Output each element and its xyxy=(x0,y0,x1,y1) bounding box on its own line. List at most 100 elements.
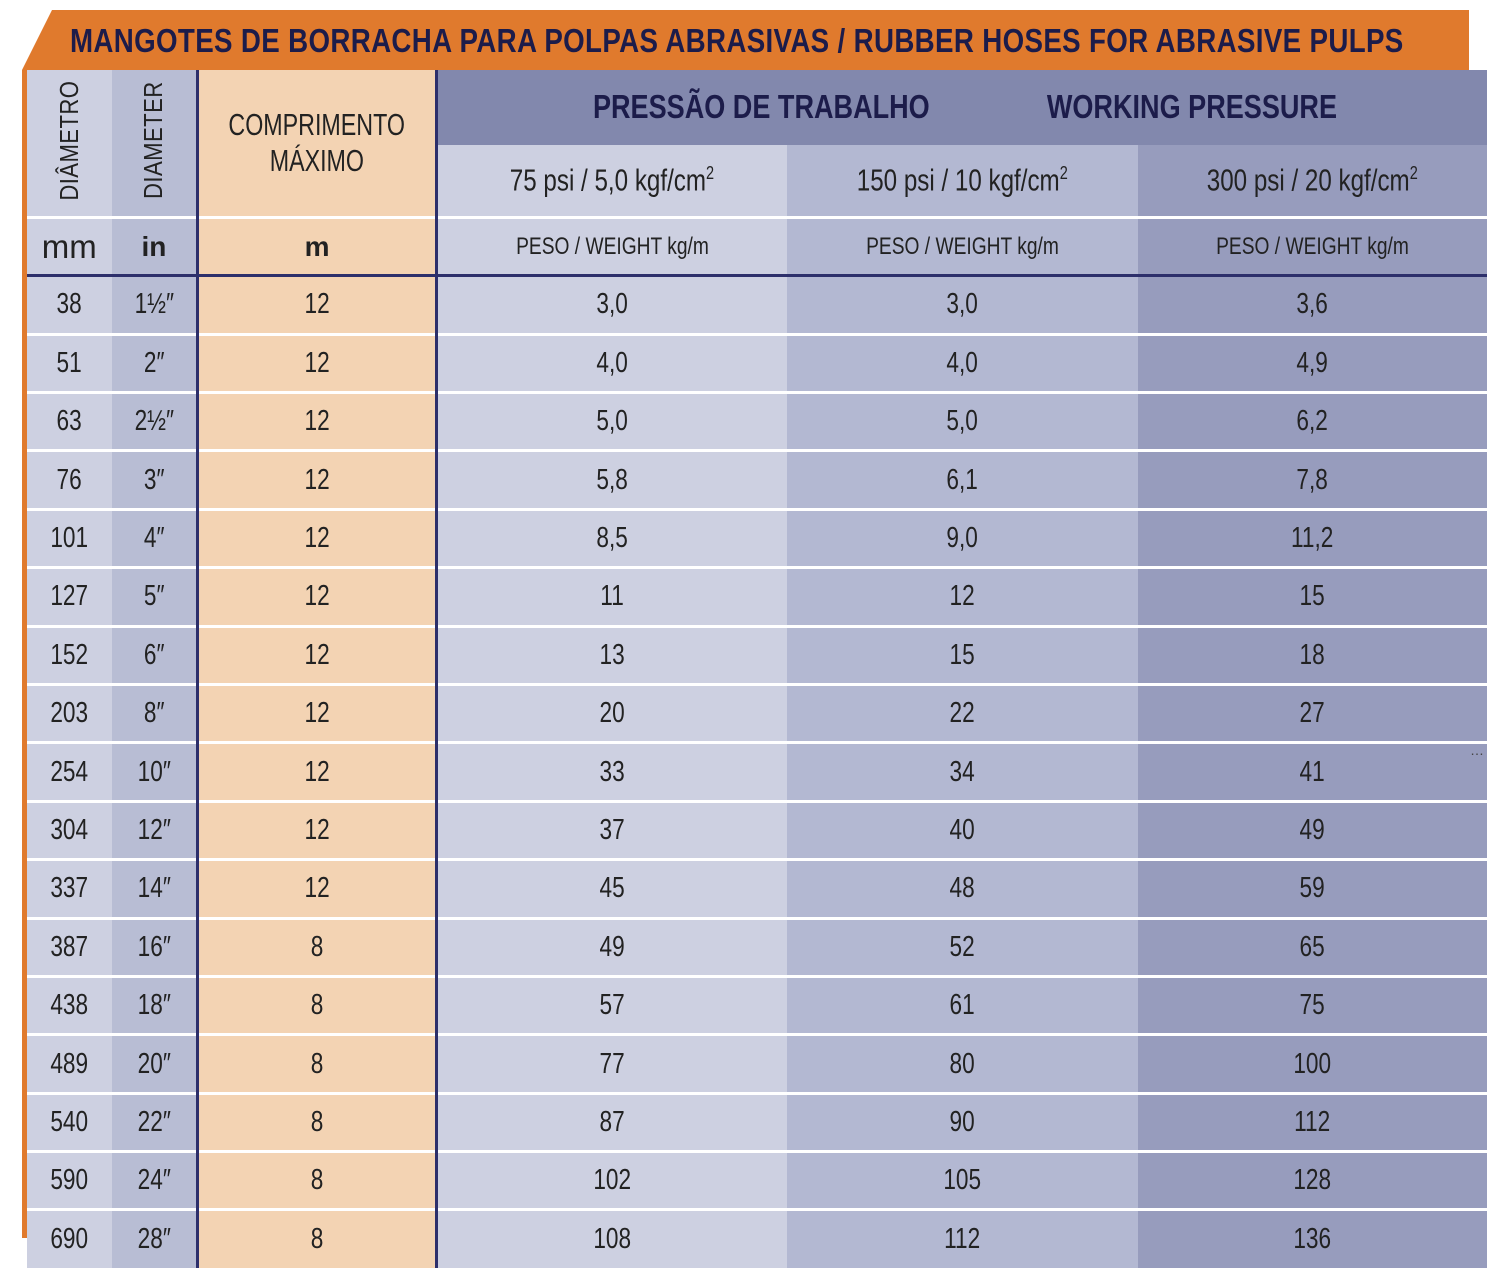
cell-weight-150: 5,0 xyxy=(786,391,1138,451)
cell-weight-300-value: 27 xyxy=(1299,697,1326,730)
weight-label-150: PESO / WEIGHT kg/m xyxy=(866,232,1059,260)
cell-weight-75: 37 xyxy=(436,799,787,860)
cell-length: 12 xyxy=(197,507,438,568)
pressure-class-75-cell: 75 psi / 5,0 kgf/cm2 xyxy=(436,144,787,218)
cell-in: 10″ xyxy=(111,741,200,802)
pressure-class-150: 150 psi / 10 kgf/cm2 xyxy=(856,162,1068,198)
cell-mm: 152 xyxy=(27,624,112,685)
cell-weight-300: 75 xyxy=(1137,974,1487,1035)
cell-mm: 63 xyxy=(27,391,112,451)
cell-in: 5″ xyxy=(111,566,200,627)
cell-weight-150: 105 xyxy=(786,1150,1138,1210)
cell-weight-300-value: 18 xyxy=(1299,638,1326,671)
cell-weight-300: 18 xyxy=(1137,624,1487,685)
table-row: 590 24″ 8 102 105 128 xyxy=(27,1150,1487,1210)
cell-weight-300: 27 xyxy=(1137,682,1487,743)
cell-mm-value: 540 xyxy=(50,1105,89,1138)
cell-weight-150-value: 15 xyxy=(949,638,975,671)
cell-weight-75: 57 xyxy=(436,974,787,1035)
pressao-header: PRESSÃO DE TRABALHO xyxy=(592,88,930,126)
cell-in-value: 24″ xyxy=(137,1164,171,1197)
cell-mm: 489 xyxy=(27,1033,112,1094)
cell-length: 12 xyxy=(197,449,438,510)
cell-weight-300: 59 xyxy=(1137,858,1487,919)
cell-weight-300-value: 59 xyxy=(1299,872,1326,905)
cell-in-value: 2″ xyxy=(143,346,165,379)
cell-weight-150: 52 xyxy=(786,916,1138,977)
cell-mm-value: 387 xyxy=(50,930,89,963)
cell-in-value: 20″ xyxy=(137,1047,171,1080)
cell-weight-75-value: 102 xyxy=(593,1164,632,1197)
cell-weight-300-value: 100 xyxy=(1293,1047,1332,1080)
cell-weight-150: 90 xyxy=(786,1091,1138,1152)
cell-weight-300-value: 4,9 xyxy=(1296,346,1329,379)
cell-length: 12 xyxy=(197,682,438,743)
cell-weight-75: 33 xyxy=(436,741,787,802)
cell-in-value: 12″ xyxy=(137,813,171,846)
pressure-class-300: 300 psi / 20 kgf/cm2 xyxy=(1206,162,1418,198)
cell-weight-300-value: 136 xyxy=(1293,1223,1332,1256)
cell-weight-150-value: 52 xyxy=(949,930,975,963)
cell-length-value: 12 xyxy=(304,521,330,554)
cell-weight-75-value: 33 xyxy=(599,755,625,788)
table-row: 101 4″ 12 8,5 9,0 11,2 xyxy=(27,507,1487,568)
cell-in: 2½″ xyxy=(111,391,200,451)
cell-mm-value: 101 xyxy=(50,521,89,554)
cell-weight-150: 15 xyxy=(786,624,1138,685)
cell-weight-150: 4,0 xyxy=(786,332,1138,393)
table-row: 387 16″ 8 49 52 65 xyxy=(27,916,1487,977)
cell-weight-150-value: 3,0 xyxy=(946,288,979,321)
cell-weight-75: 49 xyxy=(436,916,787,977)
cell-weight-150-value: 48 xyxy=(949,872,975,905)
table-row: 152 6″ 12 13 15 18 xyxy=(27,624,1487,685)
cell-mm-value: 38 xyxy=(56,288,82,321)
table-row: 438 18″ 8 57 61 75 xyxy=(27,974,1487,1035)
comprimento-header-line2: MÁXIMO xyxy=(269,143,365,179)
weight-label-75: PESO / WEIGHT kg/m xyxy=(515,232,709,260)
cell-weight-75-value: 3,0 xyxy=(596,288,629,321)
table-row: 489 20″ 8 77 80 100 xyxy=(27,1033,1487,1094)
diameter-header-cell: DIAMETER xyxy=(111,70,200,218)
cell-mm-value: 438 xyxy=(50,989,89,1022)
cell-length: 12 xyxy=(197,799,438,860)
cell-in: 4″ xyxy=(111,507,200,568)
cell-weight-150-value: 105 xyxy=(943,1164,982,1197)
cell-in: 2″ xyxy=(111,332,200,393)
cell-weight-150-value: 5,0 xyxy=(946,405,979,438)
cell-weight-150: 22 xyxy=(786,682,1138,743)
cell-length: 12 xyxy=(197,566,438,627)
cell-weight-300-value: 128 xyxy=(1293,1164,1332,1197)
unit-in-cell: in xyxy=(111,216,200,276)
cell-mm: 438 xyxy=(27,974,112,1035)
units-row: mm in m PESO / WEIGHT kg/m PESO / WEIGHT… xyxy=(27,216,1487,276)
cell-weight-300: 112 xyxy=(1137,1091,1487,1152)
diametro-header: DIÂMETRO xyxy=(53,80,84,201)
data-rows: 38 1½″ 12 3,0 3,0 3,6 51 2″ 12 4,0 4,0 4,9 63 2½″ 12 5,… xyxy=(27,274,1487,1268)
cell-mm-value: 254 xyxy=(50,755,89,788)
cell-weight-75: 11 xyxy=(436,566,787,627)
cell-weight-75-value: 13 xyxy=(599,638,625,671)
table-row: 51 2″ 12 4,0 4,0 4,9 xyxy=(27,332,1487,393)
cell-weight-75: 8,5 xyxy=(436,507,787,568)
cell-weight-300-value: 112 xyxy=(1294,1105,1331,1138)
cell-mm: 304 xyxy=(27,799,112,860)
cell-length: 12 xyxy=(197,858,438,919)
table-row: 38 1½″ 12 3,0 3,0 3,6 xyxy=(27,274,1487,335)
cell-weight-75: 3,0 xyxy=(436,274,787,335)
comprimento-header-cell: COMPRIMENTO MÁXIMO xyxy=(197,70,438,218)
weight-label-300-cell: PESO / WEIGHT kg/m xyxy=(1137,216,1487,276)
cell-in: 12″ xyxy=(111,799,200,860)
cell-in-value: 6″ xyxy=(143,638,165,671)
cell-in: 28″ xyxy=(111,1208,200,1268)
table-row: 254 10″ 12 33 34 41 xyxy=(27,741,1487,802)
cell-length: 8 xyxy=(197,916,438,977)
cell-length-value: 12 xyxy=(304,580,330,613)
cell-in: 6″ xyxy=(111,624,200,685)
cell-weight-75: 20 xyxy=(436,682,787,743)
comprimento-header-line1: COMPRIMENTO xyxy=(228,107,406,143)
cell-weight-75: 108 xyxy=(436,1208,787,1268)
cell-weight-150: 48 xyxy=(786,858,1138,919)
cell-mm-value: 127 xyxy=(50,580,89,613)
cell-weight-150: 34 xyxy=(786,741,1138,802)
cell-weight-150: 9,0 xyxy=(786,507,1138,568)
